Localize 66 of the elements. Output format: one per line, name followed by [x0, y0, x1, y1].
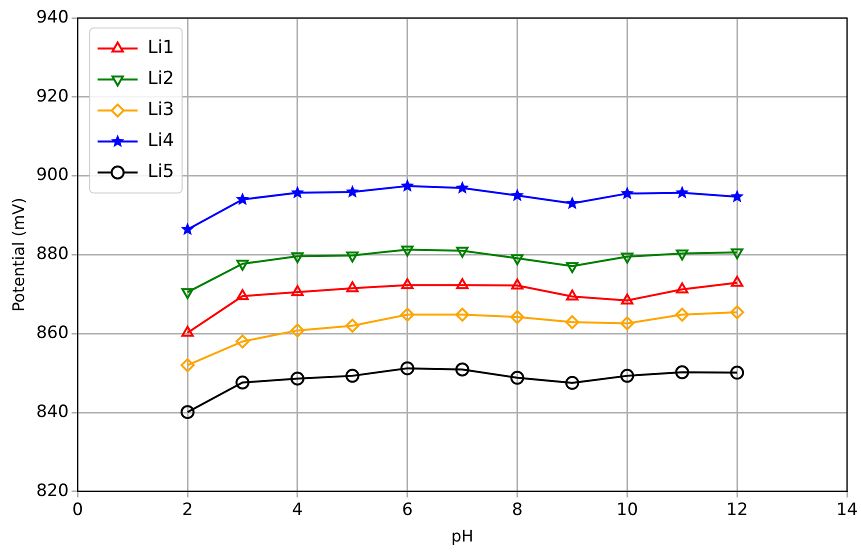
x-tick-label: 14	[836, 500, 858, 520]
legend-label: Li3	[148, 99, 174, 120]
x-tick-label: 8	[512, 500, 523, 520]
point	[565, 315, 580, 330]
point	[346, 184, 360, 198]
point	[565, 376, 580, 390]
point	[455, 308, 470, 322]
x-tick-label: 6	[402, 500, 413, 520]
point	[400, 179, 414, 192]
point	[620, 368, 634, 383]
point	[181, 326, 194, 337]
legend-label: Li4	[148, 130, 174, 152]
point	[236, 376, 250, 390]
point	[566, 290, 578, 301]
legend-label: Li1	[148, 37, 174, 58]
x-tick-label: 2	[182, 500, 193, 520]
point	[620, 186, 634, 200]
point	[236, 334, 250, 348]
point	[730, 276, 744, 287]
point	[510, 310, 524, 324]
y-tick-label: 840	[36, 402, 69, 422]
point	[400, 361, 414, 376]
point	[675, 365, 690, 380]
point	[346, 281, 359, 292]
point	[730, 190, 744, 202]
legend-label: Li5	[148, 161, 174, 182]
point	[345, 318, 360, 333]
y-tick-label: 940	[36, 7, 69, 28]
point	[290, 186, 304, 198]
point	[236, 289, 249, 300]
point	[290, 372, 304, 386]
point	[290, 323, 304, 338]
point	[291, 285, 304, 296]
point	[566, 196, 579, 210]
y-tick-label: 860	[36, 323, 69, 344]
x-tick-label: 12	[726, 500, 748, 520]
y-tick-label: 900	[36, 165, 69, 186]
point	[676, 282, 688, 294]
point	[620, 316, 634, 330]
x-axis-title: pH	[451, 526, 474, 546]
x-tick-label: 0	[72, 500, 84, 520]
point	[180, 405, 195, 420]
point	[510, 188, 524, 202]
point	[620, 293, 634, 304]
point	[180, 358, 195, 372]
y-tick-label: 820	[36, 480, 69, 501]
point	[730, 305, 744, 320]
point	[180, 222, 194, 236]
point	[345, 368, 360, 383]
y-tick-label: 920	[36, 86, 69, 106]
point	[456, 278, 469, 290]
point	[400, 308, 414, 322]
point	[511, 278, 524, 290]
x-tick-label: 4	[292, 500, 303, 520]
point	[401, 278, 414, 290]
point	[510, 370, 524, 385]
y-axis-title: Potential (mV)	[8, 198, 28, 312]
point	[675, 186, 689, 198]
x-tick-label: 10	[616, 500, 638, 520]
point	[455, 362, 470, 376]
point	[730, 366, 744, 380]
legend-label: Li2	[148, 68, 174, 90]
point	[675, 308, 690, 322]
y-tick-label: 880	[36, 244, 69, 264]
point	[456, 181, 469, 194]
point	[236, 192, 250, 206]
